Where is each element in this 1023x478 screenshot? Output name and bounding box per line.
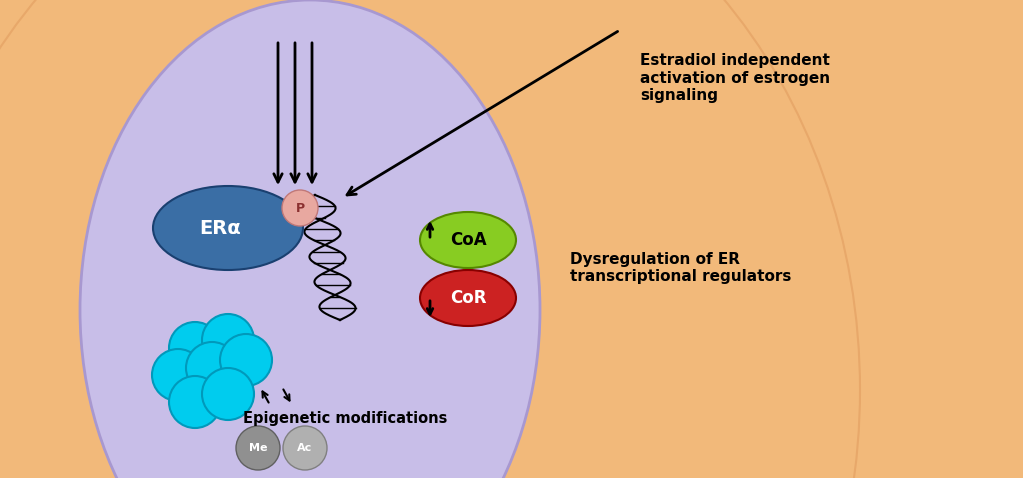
Text: Epigenetic modifications: Epigenetic modifications [242,411,447,425]
Text: P: P [296,202,305,215]
Ellipse shape [420,212,516,268]
Text: Dysregulation of ER
transcriptional regulators: Dysregulation of ER transcriptional regu… [570,252,792,284]
Circle shape [202,368,254,420]
Ellipse shape [153,186,303,270]
Circle shape [202,314,254,366]
Circle shape [186,342,238,394]
Circle shape [152,349,204,401]
Circle shape [220,334,272,386]
Text: CoR: CoR [450,289,486,307]
Ellipse shape [0,0,860,478]
Circle shape [236,426,280,470]
Text: Estradiol independent
activation of estrogen
signaling: Estradiol independent activation of estr… [640,53,830,103]
Circle shape [282,190,318,226]
Circle shape [283,426,327,470]
Ellipse shape [420,270,516,326]
Text: Ac: Ac [298,443,313,453]
Text: CoA: CoA [450,231,486,249]
Text: Me: Me [249,443,267,453]
Ellipse shape [80,0,540,478]
Circle shape [169,376,221,428]
Circle shape [169,322,221,374]
Text: ERα: ERα [199,218,240,238]
